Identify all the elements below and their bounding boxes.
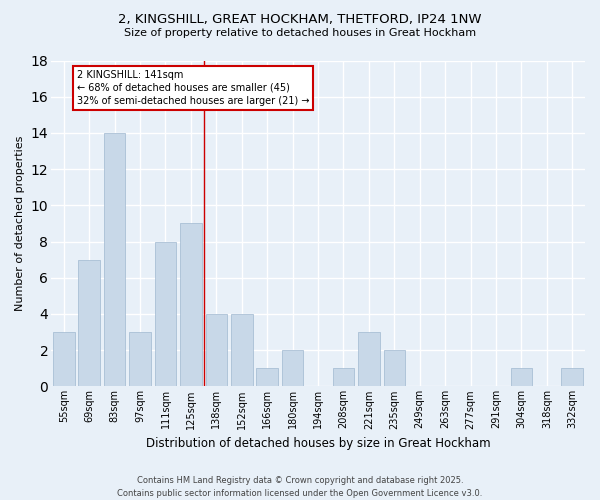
Text: 2 KINGSHILL: 141sqm
← 68% of detached houses are smaller (45)
32% of semi-detach: 2 KINGSHILL: 141sqm ← 68% of detached ho… <box>77 70 309 106</box>
Y-axis label: Number of detached properties: Number of detached properties <box>15 136 25 311</box>
Bar <box>129 332 151 386</box>
Bar <box>282 350 304 387</box>
Text: Contains HM Land Registry data © Crown copyright and database right 2025.
Contai: Contains HM Land Registry data © Crown c… <box>118 476 482 498</box>
Bar <box>155 242 176 386</box>
Bar <box>383 350 405 387</box>
Bar <box>358 332 380 386</box>
Text: Size of property relative to detached houses in Great Hockham: Size of property relative to detached ho… <box>124 28 476 38</box>
Bar <box>53 332 74 386</box>
Bar <box>256 368 278 386</box>
Bar <box>332 368 354 386</box>
Bar <box>180 224 202 386</box>
Bar <box>79 260 100 386</box>
Bar <box>231 314 253 386</box>
X-axis label: Distribution of detached houses by size in Great Hockham: Distribution of detached houses by size … <box>146 437 490 450</box>
Bar <box>206 314 227 386</box>
Text: 2, KINGSHILL, GREAT HOCKHAM, THETFORD, IP24 1NW: 2, KINGSHILL, GREAT HOCKHAM, THETFORD, I… <box>118 12 482 26</box>
Bar <box>104 133 125 386</box>
Bar <box>511 368 532 386</box>
Bar <box>562 368 583 386</box>
